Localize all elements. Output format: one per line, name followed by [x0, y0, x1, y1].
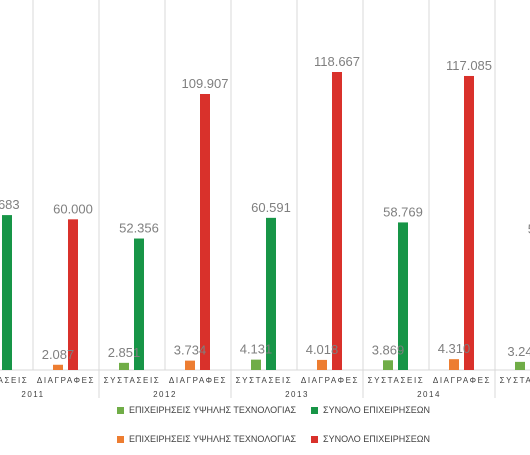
legend-item: ΕΠΙΧΕΙΡΗΣΕΙΣ ΥΨΗΛΗΣ ΤΕΧΝΟΛΟΓΙΑΣ [117, 434, 296, 444]
data-label: 60.591 [251, 200, 291, 215]
data-label: .683 [0, 197, 20, 212]
legend-item: ΕΠΙΧΕΙΡΗΣΕΙΣ ΥΨΗΛΗΣ ΤΕΧΝΟΛΟΓΙΑΣ [117, 405, 296, 415]
legend-label: ΣΥΝΟΛΟ ΕΠΙΧΕΙΡΗΣΕΩΝ [323, 405, 431, 415]
data-label: 4.018 [306, 342, 339, 357]
category-label: ΣΥΣΤΑΣΕΙΣ [500, 376, 530, 385]
category-label: ΣΥΣΤΑΣΕΙΣ [236, 376, 293, 385]
data-label: 52.356 [119, 221, 159, 236]
year-label: 2012 [153, 390, 177, 399]
data-label: 2.851 [108, 345, 141, 360]
legend-swatch [311, 406, 318, 414]
category-label: ΣΥΣΤΑΣΕΙΣ [368, 376, 425, 385]
category-label: ΔΙΑΓΡΑΦΕΣ [37, 376, 95, 385]
bar-total-1 [2, 215, 12, 370]
bar-high-tech-8 [251, 359, 261, 370]
bar-total-3 [68, 219, 78, 370]
data-label: 109.907 [182, 76, 229, 91]
data-label: 4.310 [438, 341, 471, 356]
bar-high-tech-2 [53, 364, 63, 370]
legend-swatch [117, 435, 124, 443]
bar-total-9 [266, 217, 276, 370]
legend-row-2: ΕΠΙΧΕΙΡΗΣΕΙΣ ΥΨΗΛΗΣ ΤΕΧΝΟΛΟΓΙΑΣ ΣΥΝΟΛΟ ΕΠ… [0, 434, 530, 450]
data-label: 3.734 [174, 343, 207, 358]
data-label: 3.24 [507, 344, 530, 359]
year-label: 2013 [285, 390, 309, 399]
bar-total-7 [200, 93, 210, 371]
category-label: ΣΥΣΤΑΣΕΙΣ [104, 376, 161, 385]
legend-row-1: ΕΠΙΧΕΙΡΗΣΕΙΣ ΥΨΗΛΗΣ ΤΕΧΝΟΛΟΓΙΑΣ ΣΥΝΟΛΟ ΕΠ… [0, 405, 530, 421]
legend-swatch [117, 406, 124, 414]
category-label: ΣΥΣΤΑΣΕΙΣ [0, 376, 28, 385]
legend-label: ΕΠΙΧΕΙΡΗΣΕΙΣ ΥΨΗΛΗΣ ΤΕΧΝΟΛΟΓΙΑΣ [129, 405, 297, 415]
data-label: 60.000 [53, 201, 93, 216]
data-label: 4.131 [240, 342, 273, 357]
legend-label: ΕΠΙΧΕΙΡΗΣΕΙΣ ΥΨΗΛΗΣ ΤΕΧΝΟΛΟΓΙΑΣ [129, 434, 297, 444]
legend-label: ΣΥΝΟΛΟ ΕΠΙΧΕΙΡΗΣΕΩΝ [323, 434, 431, 444]
data-labels-layer: 3.6832.08760.0002.85152.3563.734109.9074… [0, 54, 530, 362]
category-label: ΔΙΑΓΡΑΦΕΣ [433, 376, 491, 385]
bar-total-15 [464, 75, 474, 370]
data-label: 58.769 [383, 204, 423, 219]
bar-high-tech-12 [383, 360, 393, 370]
bar-total-5 [134, 238, 144, 370]
category-label: ΔΙΑΓΡΑΦΕΣ [301, 376, 359, 385]
category-axis: ΣΥΣΤΑΣΕΙΣ ΔΙΑΓΡΑΦΕΣ ΣΥΣΤΑΣΕΙΣ ΔΙΑΓΡΑΦΕΣ ΣΥΣΤ… [0, 376, 530, 399]
category-separators [0, 0, 530, 398]
legend-swatch [311, 435, 318, 443]
category-label: ΔΙΑΓΡΑΦΕΣ [169, 376, 227, 385]
legend-item: ΣΥΝΟΛΟ ΕΠΙΧΕΙΡΗΣΕΩΝ [311, 405, 430, 415]
bar-high-tech-16 [515, 361, 525, 370]
bar-high-tech-4 [119, 362, 129, 370]
bars-layer [2, 72, 525, 371]
year-label: 2011 [21, 390, 44, 399]
bar-high-tech-14 [449, 359, 459, 370]
data-label: 3.869 [372, 342, 405, 357]
bar-high-tech-10 [317, 359, 327, 370]
year-label: 2014 [417, 390, 441, 399]
data-label: 52 [528, 221, 530, 236]
data-label: 118.667 [314, 54, 360, 69]
data-label: 117.085 [446, 58, 492, 73]
bar-high-tech-6 [185, 360, 195, 370]
legend-item: ΣΥΝΟΛΟ ΕΠΙΧΕΙΡΗΣΕΩΝ [311, 434, 430, 444]
bar-total-11 [332, 72, 342, 370]
data-label: 2.087 [42, 347, 75, 362]
bar-total-13 [398, 222, 408, 370]
